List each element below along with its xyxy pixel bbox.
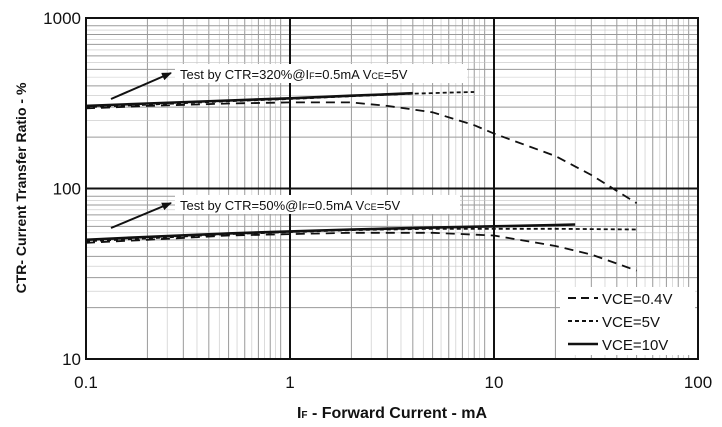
- series-layer: [85, 91, 638, 272]
- annotation-box-1: [175, 64, 467, 83]
- annotation-arrow-1: [110, 72, 172, 100]
- y-axis-title: CTR- Current Transfer Ratio - %: [13, 82, 29, 293]
- annotation-text-1: Test by CTR=320%@IF=0.5mA VCE=5V: [180, 67, 408, 82]
- legend-label-vce-5v: VCE=5V: [602, 314, 660, 331]
- x-tick-label: 10: [485, 373, 504, 392]
- legend-label-vce-10v: VCE=10V: [602, 337, 668, 354]
- series-line-3: [85, 231, 637, 272]
- series-line-2: [85, 91, 413, 108]
- x-tick-label: 1: [285, 373, 294, 392]
- y-tick-label: 10: [62, 350, 81, 369]
- legend: VCE=0.4V VCE=5V VCE=10V: [560, 287, 695, 355]
- series-line-5: [85, 223, 576, 242]
- x-tick-label: 100: [684, 373, 712, 392]
- x-tick-labels: 0.1 1 10 100: [74, 373, 712, 392]
- annotation-box-2: [175, 195, 460, 214]
- legend-label-vce-0-4v: VCE=0.4V: [602, 291, 672, 308]
- x-tick-label: 0.1: [74, 373, 98, 392]
- series-line-4: [85, 227, 637, 243]
- y-tick-labels: 1000 100 10: [43, 9, 81, 369]
- annotation-arrow-2: [110, 202, 172, 229]
- annotation-text-2: Test by CTR=50%@IF=0.5mA VCE=5V: [180, 198, 401, 213]
- y-tick-label: 1000: [43, 9, 81, 28]
- plot-frame: [85, 17, 699, 360]
- x-axis-title: IF - Forward Current - mA: [297, 405, 488, 422]
- series-line-0: [85, 101, 638, 204]
- y-tick-label: 100: [53, 180, 81, 199]
